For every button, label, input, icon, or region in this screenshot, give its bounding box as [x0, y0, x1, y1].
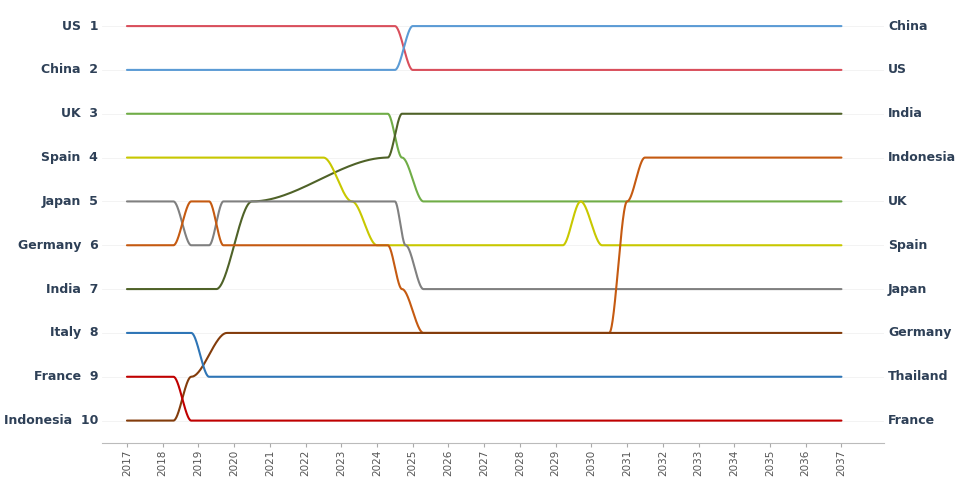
Text: Italy  8: Italy 8 — [50, 326, 98, 339]
Text: US  1: US 1 — [61, 20, 98, 33]
Text: Spain: Spain — [888, 239, 927, 252]
Text: UK  3: UK 3 — [61, 107, 98, 120]
Text: France  9: France 9 — [34, 370, 98, 383]
Text: Indonesia  10: Indonesia 10 — [4, 414, 98, 427]
Text: India: India — [888, 107, 923, 120]
Text: US: US — [888, 63, 907, 76]
Text: Japan  5: Japan 5 — [41, 195, 98, 208]
Text: Thailand: Thailand — [888, 370, 948, 383]
Text: France: France — [888, 414, 935, 427]
Text: India  7: India 7 — [46, 283, 98, 296]
Text: Germany  6: Germany 6 — [17, 239, 98, 252]
Text: China: China — [888, 20, 927, 33]
Text: Spain  4: Spain 4 — [41, 151, 98, 164]
Text: Indonesia: Indonesia — [888, 151, 956, 164]
Text: Japan: Japan — [888, 283, 927, 296]
Text: China  2: China 2 — [41, 63, 98, 76]
Text: UK: UK — [888, 195, 907, 208]
Text: Germany: Germany — [888, 326, 951, 339]
